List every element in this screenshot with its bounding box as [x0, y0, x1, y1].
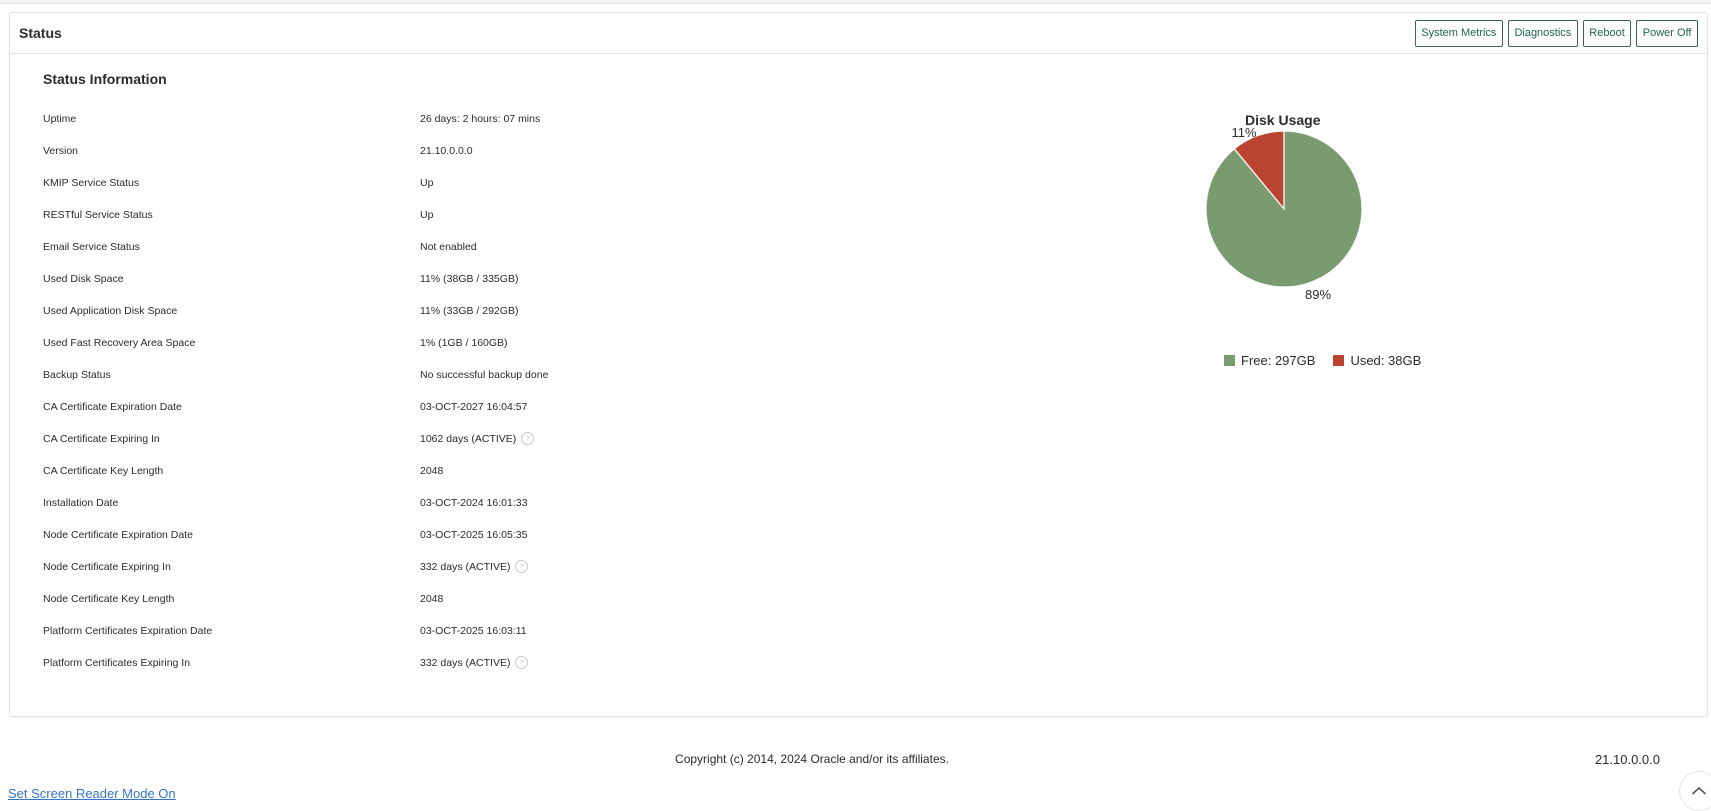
- svg-text:11%: 11%: [1231, 128, 1256, 140]
- svg-text:89%: 89%: [1305, 287, 1331, 302]
